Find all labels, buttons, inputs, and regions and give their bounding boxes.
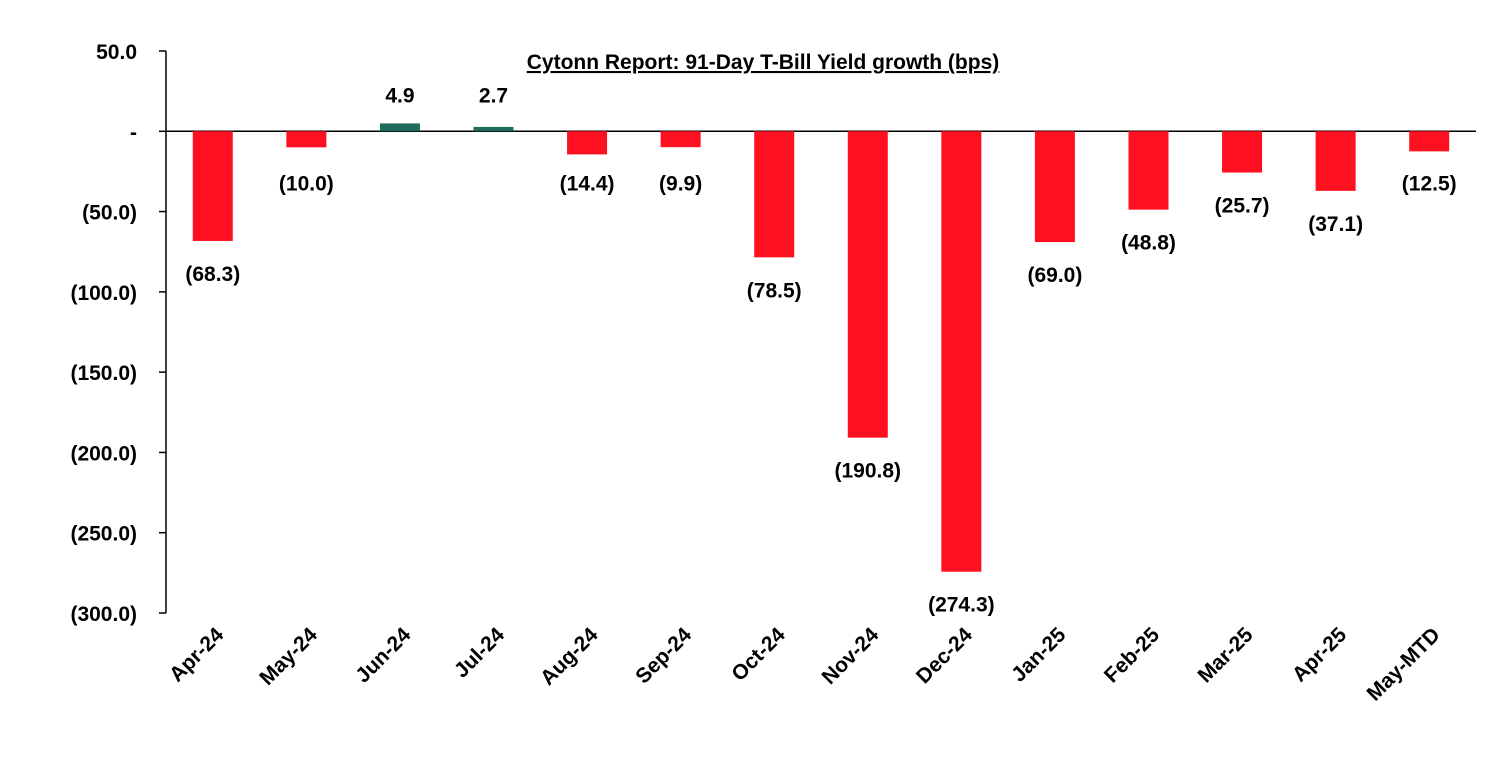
x-tick-label: Nov-24 [818,623,884,689]
data-label: (25.7) [1215,195,1270,218]
bar [1222,131,1263,173]
data-label: (78.5) [747,279,802,302]
x-tick-label: May-24 [255,623,322,690]
bar [1034,131,1075,243]
x-tick-label: Jan-25 [1007,623,1071,687]
data-label: (14.4) [560,172,615,195]
data-label: (9.9) [659,172,702,195]
bar [1409,131,1450,152]
data-label: (68.3) [185,263,240,286]
y-tick-label: (50.0) [82,202,137,225]
data-label: (274.3) [928,594,995,617]
data-label: (37.1) [1308,213,1363,236]
bar [473,126,514,132]
y-tick-label: (250.0) [70,523,137,546]
bar [941,131,982,572]
x-tick-label: Jun-24 [351,623,415,687]
y-tick-label: 50.0 [96,41,137,64]
y-tick-label: - [130,121,137,144]
bar [660,131,701,148]
data-label: 2.7 [479,84,508,107]
chart-title: Cytonn Report: 91-Day T-Bill Yield growt… [527,51,1000,74]
data-label: (48.8) [1121,232,1176,255]
x-tick-label: Dec-24 [912,623,977,688]
data-label: (10.0) [279,172,334,195]
bar [1128,131,1169,210]
x-tick-label: Apr-24 [165,623,229,687]
x-tick-label: Mar-25 [1193,623,1257,687]
x-tick-label: Apr-25 [1288,623,1352,687]
x-tick-label: Aug-24 [536,623,603,690]
y-tick-label: (200.0) [70,442,137,465]
bar [754,131,795,258]
y-tick-label: (300.0) [70,603,137,626]
y-tick-label: (150.0) [70,362,137,385]
data-label: (12.5) [1402,172,1457,195]
x-tick-label: May-MTD [1362,623,1444,705]
x-tick-label: Feb-25 [1100,623,1164,687]
x-tick-label: Sep-24 [631,623,696,688]
x-tick-label: Oct-24 [727,623,790,686]
bar [286,131,327,148]
bar [1315,131,1356,191]
bar [567,131,608,155]
data-label: (190.8) [835,460,902,483]
y-tick-label: (100.0) [70,282,137,305]
data-label: (69.0) [1027,264,1082,287]
bar [847,131,888,438]
bar [192,131,233,241]
bar [379,123,420,132]
data-label: 4.9 [385,84,414,107]
x-tick-label: Jul-24 [450,623,509,682]
